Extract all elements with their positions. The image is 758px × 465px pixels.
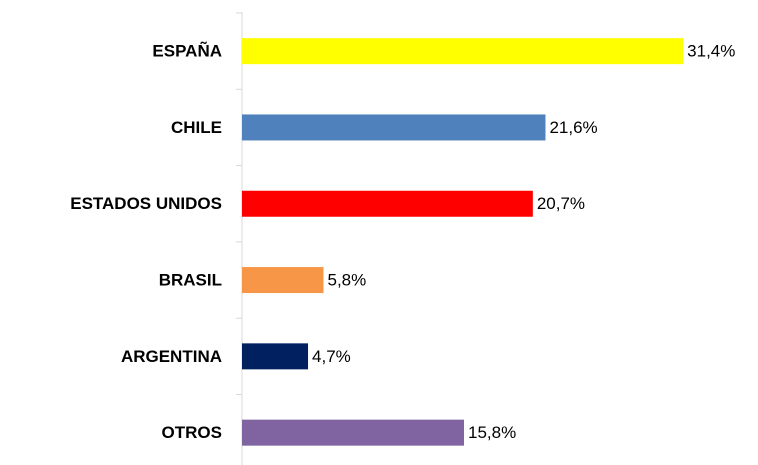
value-label: 20,7% <box>537 194 585 213</box>
value-label: 31,4% <box>687 42 735 61</box>
bar <box>242 114 546 141</box>
category-label: OTROS <box>162 423 222 442</box>
value-label: 5,8% <box>327 271 366 290</box>
category-label: CHILE <box>171 118 222 137</box>
value-label: 15,8% <box>468 423 516 442</box>
value-label: 21,6% <box>549 118 597 137</box>
bar <box>242 267 324 294</box>
axis-ticks <box>236 12 242 395</box>
category-label: ESPAÑA <box>152 41 222 61</box>
category-label: ARGENTINA <box>121 347 222 366</box>
bar <box>242 343 309 370</box>
category-label: ESTADOS UNIDOS <box>70 194 222 213</box>
bar <box>242 38 684 65</box>
bar <box>242 190 533 217</box>
bar <box>242 419 464 446</box>
category-label: BRASIL <box>159 271 222 290</box>
value-label: 4,7% <box>312 347 351 366</box>
